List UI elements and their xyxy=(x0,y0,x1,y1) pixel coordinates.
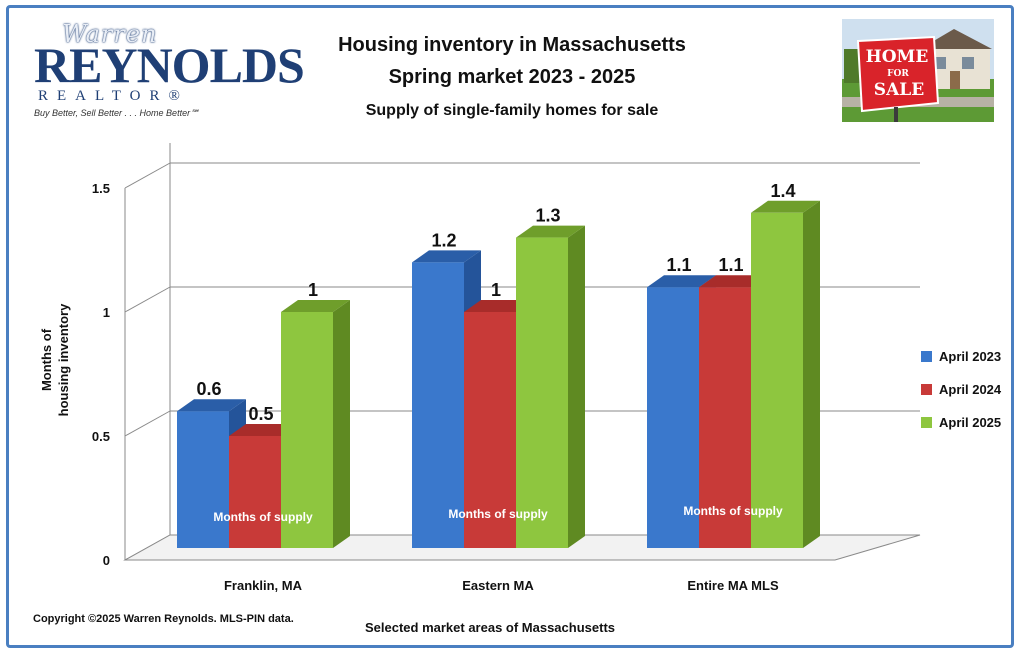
y-axis-label-line1: Months of xyxy=(39,328,54,392)
logo-tagline: Buy Better, Sell Better . . . Home Bette… xyxy=(34,108,200,118)
bar-side xyxy=(803,200,820,549)
bar-top xyxy=(647,275,716,288)
sign-text-home: HOME xyxy=(866,47,929,67)
sign-text-sale: SALE xyxy=(874,80,924,100)
legend-swatch-blue xyxy=(921,351,932,362)
bar-top xyxy=(699,275,768,288)
bar-value-label: 1 xyxy=(491,280,501,300)
bar-front xyxy=(464,312,516,548)
gridline-depth xyxy=(124,286,171,313)
x-tick-label: Eastern MA xyxy=(462,578,534,593)
legend-swatch-red xyxy=(921,384,932,395)
x-tick-label: Franklin, MA xyxy=(224,578,303,593)
y-tick-label: 0.5 xyxy=(92,429,110,444)
bar-front xyxy=(699,287,751,548)
y-tick-label: 0 xyxy=(103,553,110,568)
y-axis-label: Months of housing inventory xyxy=(38,285,72,435)
bar-top xyxy=(516,225,585,238)
bar-front xyxy=(281,312,333,548)
bar xyxy=(464,300,533,548)
y-axis-label-line2: housing inventory xyxy=(56,303,71,417)
bar-side xyxy=(568,225,585,548)
bar-top xyxy=(412,250,481,263)
bar xyxy=(516,225,585,548)
gridline-depth xyxy=(124,162,171,189)
legend-label: April 2025 xyxy=(939,415,1002,430)
chart-subtitle: Spring market 2023 - 2025 xyxy=(388,66,636,88)
bar-top xyxy=(464,300,533,312)
bar-value-label: 1.1 xyxy=(666,255,691,275)
bar-side xyxy=(333,300,350,548)
y-tick-label: 1.5 xyxy=(92,181,110,196)
copyright-text: Copyright ©2025 Warren Reynolds. MLS-PIN… xyxy=(33,613,294,625)
y-tick-label: 1 xyxy=(103,305,110,320)
bar-value-label: 0.6 xyxy=(196,379,221,399)
x-axis-label: Selected market areas of Massachusetts xyxy=(364,620,615,635)
chart-title: Housing inventory in Massachusetts xyxy=(338,34,686,56)
legend-item-april-2023: April 2023 xyxy=(921,340,1001,373)
legend-item-april-2025: April 2025 xyxy=(921,406,1001,439)
logo-script-text: Warren xyxy=(62,20,158,48)
logo-sub-text: REALTOR® xyxy=(38,88,189,104)
bar-front xyxy=(412,262,464,548)
bar-front xyxy=(516,237,568,548)
bar-value-label: 0.5 xyxy=(248,404,273,424)
chart-subtitle-2: Supply of single-family homes for sale xyxy=(365,102,659,119)
warren-reynolds-logo: Warren REYNOLDS REALTOR® Buy Better, Sel… xyxy=(34,20,305,120)
bar-top xyxy=(177,399,246,412)
bar-value-label: 1.1 xyxy=(718,255,743,275)
gridline-depth xyxy=(124,410,171,437)
home-for-sale-photo: HOME FOR SALE xyxy=(842,19,994,122)
bar xyxy=(751,200,820,549)
chart-legend: April 2023 April 2024 April 2025 xyxy=(921,340,1001,439)
bar-top xyxy=(229,424,298,436)
months-of-supply-note: Months of supply xyxy=(448,507,548,521)
bar-top xyxy=(751,200,820,213)
bar xyxy=(281,300,350,548)
legend-swatch-green xyxy=(921,417,932,428)
bar-value-label: 1.3 xyxy=(535,206,560,226)
bar-top xyxy=(281,300,350,312)
bar-front xyxy=(647,287,699,548)
months-of-supply-note: Months of supply xyxy=(213,510,313,524)
bar-front xyxy=(229,436,281,548)
bar-front xyxy=(177,411,229,548)
legend-item-april-2024: April 2024 xyxy=(921,373,1001,406)
logo-main-text: REYNOLDS xyxy=(34,37,305,93)
bar-value-label: 1.4 xyxy=(770,181,795,201)
bar-front xyxy=(751,212,803,549)
months-of-supply-note: Months of supply xyxy=(683,504,783,518)
legend-label: April 2024 xyxy=(939,382,1002,397)
x-tick-label: Entire MA MLS xyxy=(687,578,779,593)
bar-value-label: 1 xyxy=(308,280,318,300)
legend-label: April 2023 xyxy=(939,349,1002,364)
sign-text-for: FOR xyxy=(887,69,909,79)
bar-value-label: 1.2 xyxy=(431,230,456,250)
